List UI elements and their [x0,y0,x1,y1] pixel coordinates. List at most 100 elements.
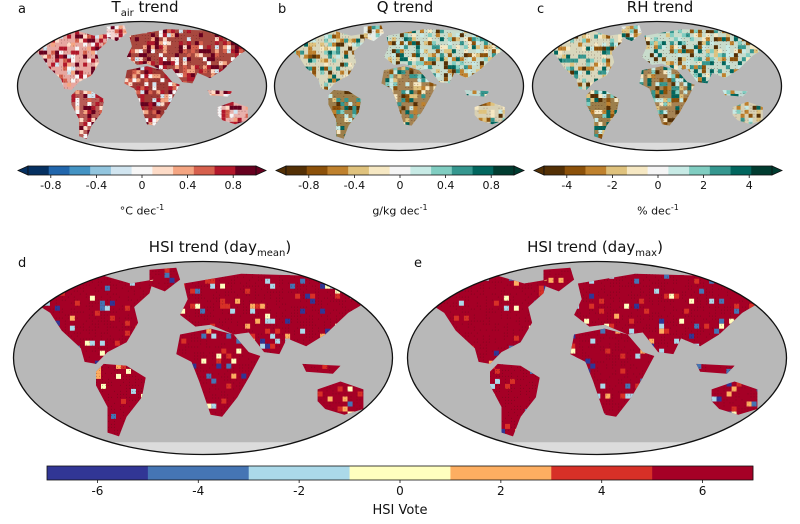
colorbar-tick: 0 [397,175,404,192]
landmass-ins [302,363,341,374]
colorbar-tick: -2 [293,480,305,498]
colorbar-tick: 2 [700,175,707,192]
colorbar-tick-label: -2 [293,484,305,498]
panel-title-b: Q trend [376,0,434,16]
colorbar-tick: -4 [192,480,204,498]
colorbar-tick-label: -0.8 [40,179,61,192]
colorbar-extend-high [255,165,267,176]
colorbar-tick: -0.4 [86,175,107,192]
colorbar-tick-label: 0.4 [179,179,197,192]
landmass-au [711,381,758,415]
colorbar-segment [28,166,50,175]
map-panel-e [406,260,788,456]
colorbar-label-rh: % dec-1 [637,203,679,218]
colorbar-tick-label: 0.4 [437,179,455,192]
map-panel-a [16,20,268,152]
colorbar-segment [410,166,432,175]
colorbar-tair: -0.8 -0.4 0 0.4 0.8 [17,165,267,192]
colorbar-segment [585,166,607,175]
colorbar-extend-low [17,165,29,176]
map-frame [273,20,525,152]
colorbar-segment [668,166,690,175]
antarctica-landmass [566,142,748,151]
colorbar-tick: -0.8 [298,175,320,192]
colorbar-segment [47,466,149,480]
colorbar-tick-label: -4 [561,179,572,192]
colorbar-segment [173,166,195,175]
map-panel-b [273,20,525,152]
colorbar-tick-label: 0.8 [482,179,500,192]
colorbar-segment [69,166,91,175]
colorbar-segment [652,466,754,480]
antarctica-landmass [51,142,233,151]
map-frame [16,20,268,152]
landmass-sa [96,363,146,437]
landmass-ins [696,363,735,374]
panel-letter-a: a [18,2,26,17]
colorbar-tick-label: 0 [396,484,404,498]
colorbar-segment [348,166,370,175]
panel-letter-d: d [18,256,27,271]
colorbar-tick: 4 [598,480,606,498]
antarctica-landmass [65,442,341,454]
colorbar-hsi: -6 -4 -2 0 2 4 6 [46,465,754,498]
colorbar-tick-label: 0 [139,179,146,192]
colorbar-tick: 0 [139,175,146,192]
colorbar-segment [751,166,773,175]
colorbar-tick-label: 0 [397,179,404,192]
colorbar-segment [152,166,174,175]
colorbar-tick: 6 [699,480,706,498]
panel-letter-e: e [414,256,422,271]
colorbar-tick: 2 [497,480,505,498]
colorbar-segment [306,166,328,175]
colorbar-label-q: g/kg dec-1 [372,203,428,218]
colorbar-tick: 0 [396,480,404,498]
colorbar-tick: 0.8 [224,175,242,192]
colorbar-tick-label: -6 [91,484,103,498]
colorbar-tick: -2 [607,175,618,192]
colorbar-segment [193,166,215,175]
landmass-na [34,275,154,364]
colorbar-tick-label: -0.4 [344,179,365,192]
map-frame [531,20,783,152]
landmass-na [428,275,548,364]
colorbar-tick: 0.4 [179,175,197,192]
panel-title-a: Tair trend [111,0,179,19]
colorbar-label-hsi: HSI Vote [372,503,428,518]
panel-letter-c: c [537,2,545,17]
colorbar-tick: 0 [655,175,662,192]
colorbar-segment [235,166,257,175]
colorbar-extend-low [275,165,287,176]
colorbar-segment [472,166,494,175]
map-frame [406,260,788,456]
colorbar-segment [131,166,153,175]
colorbar-segment [606,166,628,175]
colorbar-segment [450,466,552,480]
colorbar-extend-high [513,165,525,176]
colorbar-label-tair: °C dec-1 [119,203,165,218]
colorbar-tick: -6 [91,480,103,498]
colorbar-tick: 0.4 [437,175,455,192]
colorbar-segment [248,466,350,480]
map-frame [12,260,394,456]
colorbar-segment [709,166,731,175]
landmass-sa [490,363,540,437]
colorbar-extend-low [533,165,545,176]
colorbar-tick: -0.8 [40,175,62,192]
colorbar-segment [389,166,411,175]
map-panel-c [531,20,783,152]
colorbar-segment [564,166,586,175]
colorbar-segment [147,466,250,480]
colorbar-tick-label: 4 [598,484,606,498]
colorbar-tick-label: 0.8 [224,179,242,192]
panel-title-c: RH trend [626,0,694,16]
panel-title-d: HSI trend (daymean) [148,238,292,259]
colorbar-q: -0.8 -0.4 0 0.4 0.8 [275,165,525,192]
colorbar-tick: -4 [561,175,572,192]
colorbar-segment [286,166,308,175]
antarctica-landmass [459,442,735,454]
colorbar-segment [90,166,112,175]
colorbar-segment [544,166,566,175]
colorbar-tick-label: -0.4 [86,179,107,192]
colorbar-segment [349,466,451,480]
